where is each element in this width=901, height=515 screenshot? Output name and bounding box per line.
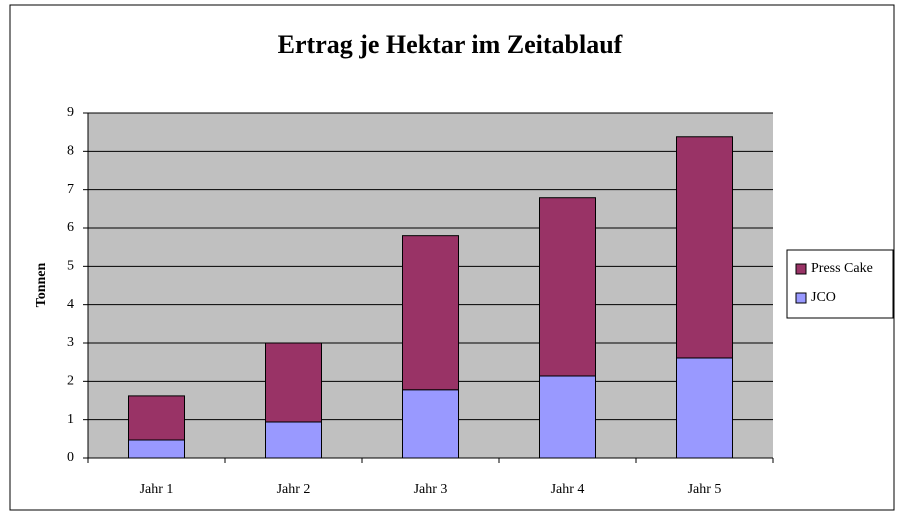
y-tick-label: 5 [67, 259, 74, 274]
x-tick-label: Jahr 5 [688, 482, 722, 497]
legend-label: JCO [811, 290, 836, 305]
y-tick-label: 3 [67, 335, 74, 350]
x-tick-label: Jahr 2 [277, 482, 311, 497]
x-tick-label: Jahr 3 [414, 482, 448, 497]
legend [786, 249, 894, 319]
y-tick-label: 0 [67, 450, 74, 465]
bar-segment [265, 421, 322, 459]
x-tick-label: Jahr 1 [140, 482, 174, 497]
bar-segment [402, 389, 459, 459]
y-axis-label: Tonnen [34, 262, 49, 307]
bar-segment [539, 197, 596, 377]
bar-segment [676, 357, 733, 459]
legend-swatch [795, 263, 807, 275]
chart-title: Ertrag je Hektar im Zeitablauf [278, 30, 623, 59]
x-tick-label: Jahr 4 [551, 482, 585, 497]
y-tick-label: 8 [67, 144, 74, 159]
y-tick-label: 6 [67, 220, 74, 235]
legend-swatch [795, 292, 807, 304]
y-tick-label: 7 [67, 182, 74, 197]
bar-segment [676, 136, 733, 359]
y-tick-label: 9 [67, 105, 74, 120]
bar-segment [265, 342, 322, 423]
y-tick-label: 4 [67, 297, 74, 312]
legend-label: Press Cake [811, 261, 873, 276]
bar-segment [402, 235, 459, 391]
bar-segment [128, 395, 185, 441]
bar-segment [128, 439, 185, 459]
y-tick-label: 1 [67, 412, 74, 427]
bar-segment [539, 375, 596, 459]
y-tick-label: 2 [67, 374, 74, 389]
